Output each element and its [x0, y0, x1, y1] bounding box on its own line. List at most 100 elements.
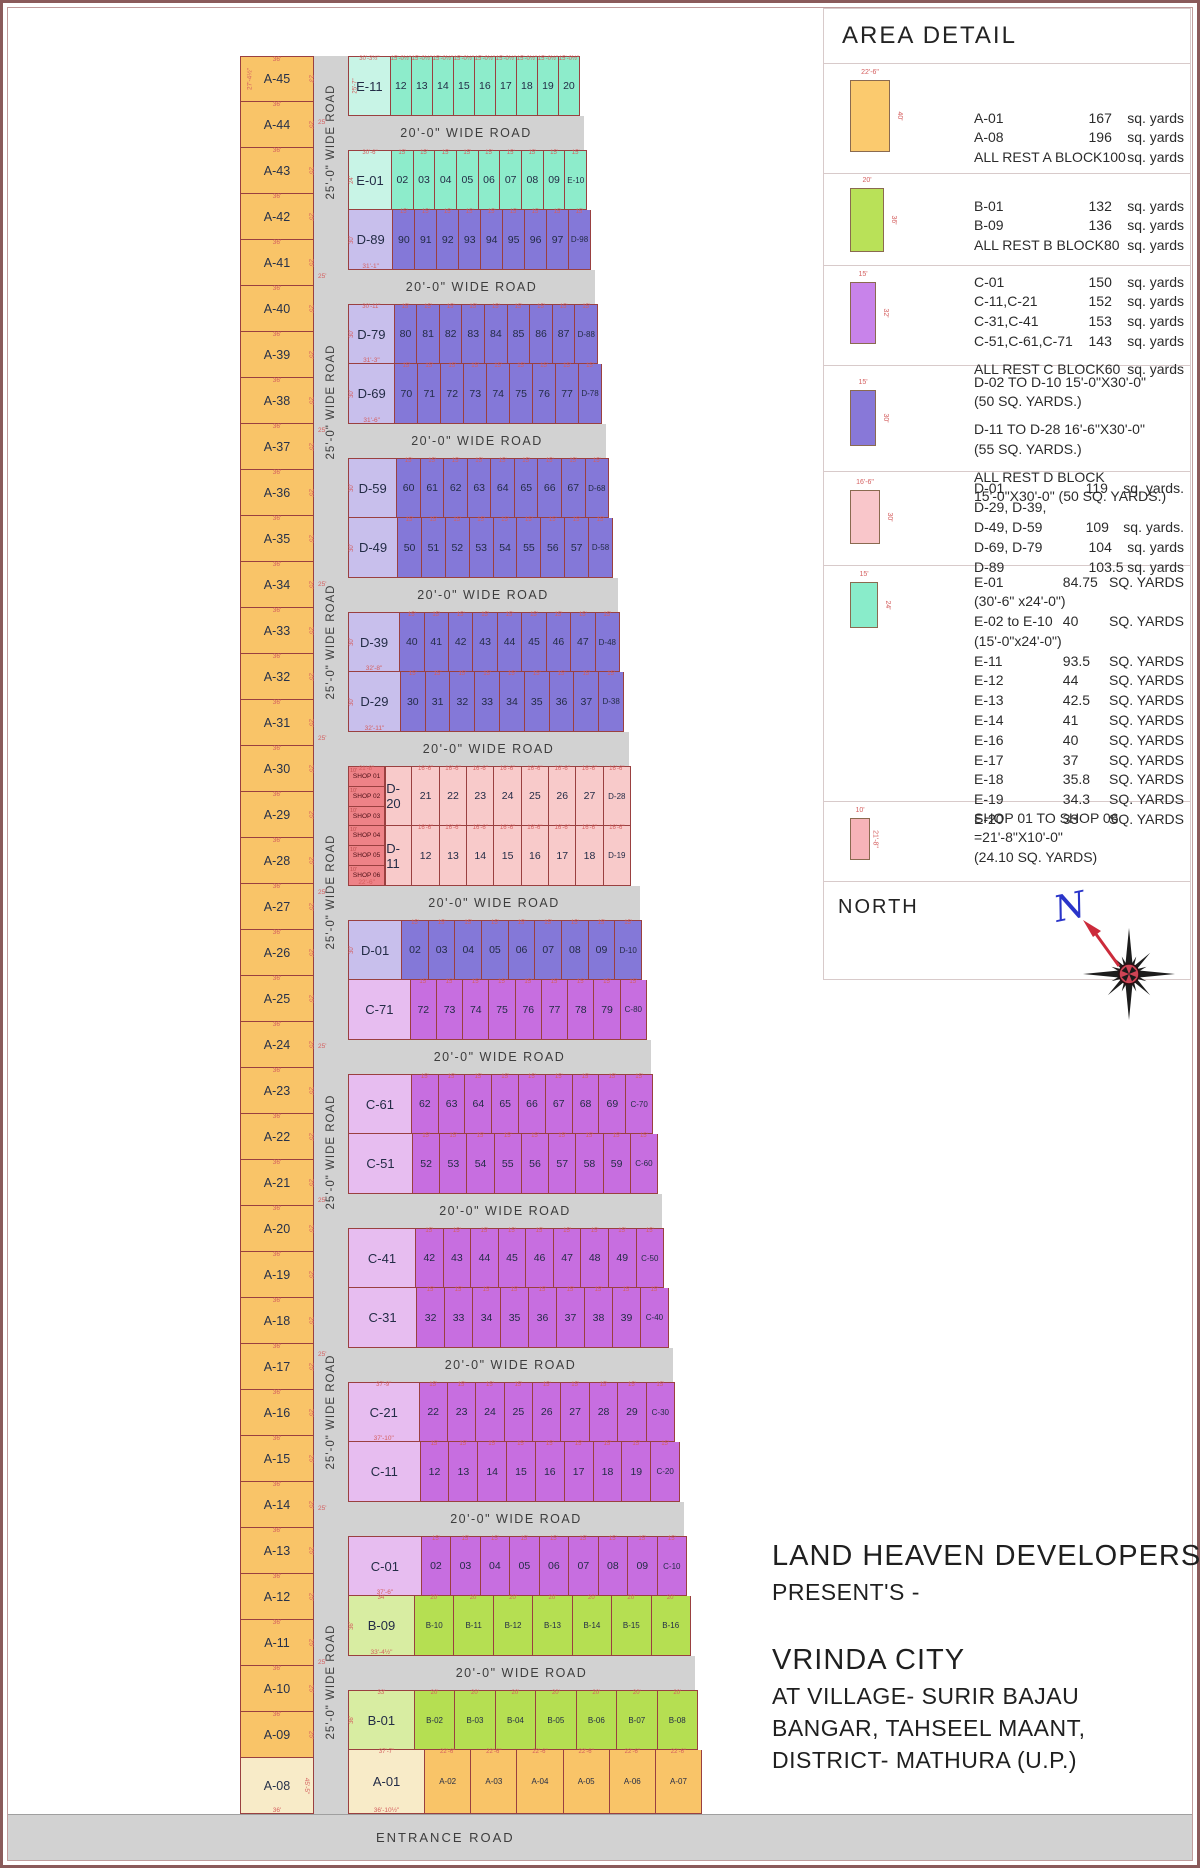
legend-text [1122, 441, 1172, 458]
dimension-label: 15' [454, 1287, 463, 1293]
legend-row: (15'-0"x24'-0") [974, 631, 1184, 651]
dimension-label: 22'-6" [578, 1749, 594, 1755]
title-line: VRINDA CITY [772, 1644, 966, 1676]
road-label-25ft: 25'-0" WIDE ROAD [325, 84, 337, 200]
road-label-20ft: 20'-0" WIDE ROAD [455, 1666, 588, 1680]
legend-row: D-01 119 sq. yards. [974, 478, 1184, 498]
plot-C-37: 15' 37 [557, 1287, 585, 1348]
plot-label: 86 [535, 328, 547, 340]
dimension-label: 36'-10½" [373, 1807, 400, 1814]
dimension-label: 15' [505, 612, 514, 618]
dimension-label: 36' [272, 837, 282, 844]
dimension-label: 36' [272, 1435, 282, 1442]
dimension-label: 15' [506, 150, 515, 156]
plot-label: 03 [418, 174, 430, 186]
legend-text [1122, 412, 1172, 420]
legend-text: ALL REST A BLOCK [974, 149, 1103, 166]
title-line: AT VILLAGE- SURIR BAJAU [772, 1683, 1080, 1709]
plot-C-12: 15' 12 [420, 1441, 450, 1502]
legend-text [1122, 421, 1172, 438]
dimension-label: 15' [498, 979, 506, 985]
plot-shop-06: 10' 22'-6" SHOP 06 [348, 866, 386, 886]
plot-D-58: 15' D-58 [589, 517, 613, 578]
plot-D-48: 15' D-48 [595, 612, 621, 672]
plot-D-39: 32'-8" 30' D-39 [348, 612, 401, 672]
legend-text: sq. yards [1127, 360, 1184, 377]
plot-C-78: 15' 78 [568, 979, 595, 1040]
dimension-label: 20' [471, 1690, 479, 1696]
plot-C-16: 15' 16 [535, 1441, 565, 1502]
legend-text: D-02 TO D-10 15'-0"X30'-0" [974, 373, 1146, 390]
plot-D-82: 15' 82 [439, 304, 463, 364]
plot-label: 08 [606, 1560, 619, 1572]
legend-text [1120, 633, 1184, 650]
plot-label: 20 [563, 80, 575, 92]
dimension-label: 36' [272, 1527, 282, 1534]
plot-C-34: 15' 34 [473, 1287, 502, 1348]
dimension-label: 25' [318, 889, 327, 896]
plot-E-10: 15' E-10 [565, 150, 588, 210]
plot-C-58: 15' 58 [576, 1133, 604, 1194]
plot-D-67: 15' 67 [562, 458, 586, 518]
plot-label: 38 [592, 1311, 605, 1324]
legend-row: D-89 103.5 sq. yards [974, 557, 1184, 577]
plot-label: A-33 [263, 623, 291, 638]
plot-C-09: 15' 09 [628, 1536, 658, 1596]
plot-label: 46 [533, 1252, 546, 1264]
dimension-label: 15' [566, 1287, 575, 1293]
plot-A-03: 22'-6" A-03 [471, 1749, 518, 1814]
dimension-label: 34' [377, 1595, 386, 1601]
plot-D-44: 15' 44 [497, 612, 523, 672]
legend-text: E-02 to E-10 [974, 613, 1053, 630]
dimension-label: 36' [272, 1205, 282, 1212]
dimension-label: 15' [624, 920, 633, 926]
plot-A-19: 36' 25' A-19 [240, 1251, 314, 1298]
road-20ft: 25' 20'-0" WIDE ROAD [318, 270, 595, 304]
plot-C-48: 15' 48 [581, 1228, 609, 1288]
plot-label: 94 [485, 233, 498, 246]
legend-text: SHOP 01 TO SHOP 06 [974, 809, 1119, 826]
legend-text: 132 [1088, 197, 1112, 214]
plot-D-41: 15' 41 [424, 612, 449, 672]
dimension-label: 15'-0½" [453, 56, 474, 62]
plot-label: B-01 [367, 1712, 396, 1728]
plot-A-01: 37'-7" 36'-10½" A-01 [348, 1749, 426, 1814]
road-20ft: 25' 20'-0" WIDE ROAD [318, 732, 629, 766]
plot-D-61: 15' 61 [420, 458, 445, 518]
plot-label: D-59 [358, 480, 387, 496]
plot-label: 81 [422, 328, 434, 340]
dimension-label: 15' [509, 209, 518, 215]
plot-label: 07 [504, 174, 517, 186]
dimension-label: 15' [441, 150, 450, 156]
legend-text: 84.75 [1062, 573, 1098, 590]
dimension-label: 36' [272, 1711, 282, 1718]
dimension-label: 30' [348, 235, 355, 244]
legend-row: ALL REST D BLOCK [974, 467, 1184, 487]
plot-D-03: 15' 03 [428, 920, 456, 980]
plot-label: 56 [529, 1157, 541, 1170]
road-label-25ft: 25'-0" WIDE ROAD [325, 834, 337, 950]
legend-text: 143 [1088, 332, 1112, 349]
dimension-label: 15' [474, 1074, 483, 1080]
row-D-20: D-20 16'-6" 21 16'-6" 22 16'-6" 23 16'-6" 24 16'-… [385, 766, 631, 826]
dimension-label: 25'-7" [352, 78, 359, 94]
plot-label: 67 [567, 482, 580, 494]
dimension-label: 15' [425, 1228, 434, 1234]
legend-text: C-11,C-21 [974, 293, 1038, 310]
legend-text: ALL REST B BLOCK [974, 237, 1104, 254]
entrance-road-label: ENTRANCE ROAD [376, 1830, 515, 1845]
plot-B-16: 20' B-16 [651, 1595, 691, 1656]
plot-A-34: 36' 25' A-34 [240, 561, 314, 608]
plot-label: A-13 [263, 1543, 291, 1558]
plot-label: 09 [595, 944, 608, 956]
plot-A-26: 36' 25' A-26 [240, 929, 314, 976]
plot-label: D-39 [359, 634, 389, 650]
plot-label: 13 [447, 849, 459, 862]
plot-C-18: 15' 18 [593, 1441, 623, 1502]
legend-text: sq. yards [1127, 149, 1184, 166]
dimension-label: 20' [673, 1690, 682, 1696]
plot-label: A-11 [264, 1635, 290, 1650]
legend-text: 37 [1062, 751, 1079, 768]
plot-shop-04: 10' SHOP 04 [348, 826, 386, 847]
plot-label: 02 [430, 1560, 442, 1572]
